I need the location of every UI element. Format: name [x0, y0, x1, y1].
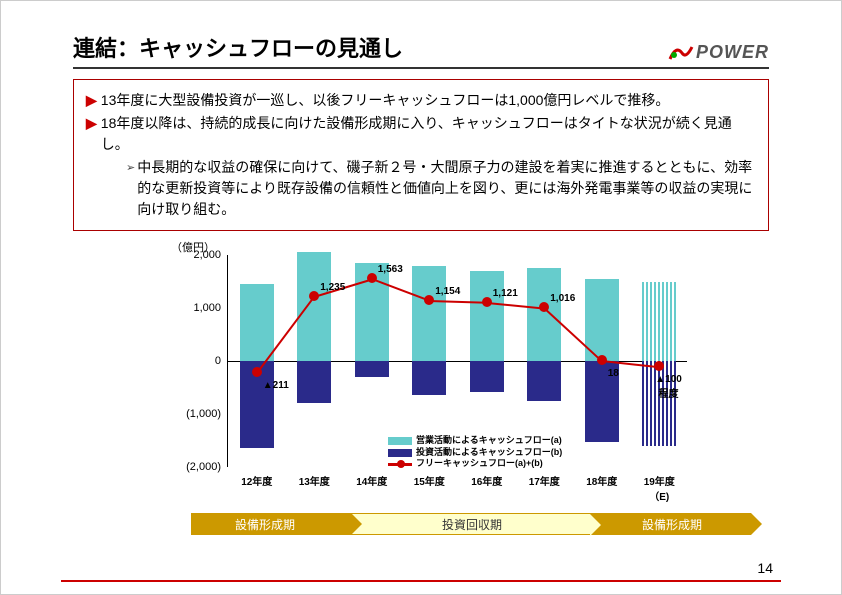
data-label: 1,235	[320, 282, 345, 293]
bar-investing	[297, 361, 331, 403]
phase-1: 設備形成期	[191, 513, 351, 535]
line-marker	[252, 367, 262, 377]
x-tick-label: 15年度	[404, 473, 454, 488]
y-tick-label: 0	[176, 355, 221, 367]
x-tick-label: 12年度	[232, 473, 282, 488]
page-title: 連結：キャッシュフローの見通し	[73, 31, 403, 63]
bullet-arrow-icon: ▶	[86, 90, 97, 111]
bar-investing	[412, 361, 446, 395]
bar-operating	[642, 282, 676, 362]
data-label: 1,154	[435, 286, 460, 297]
bar-investing	[527, 361, 561, 401]
x-tick-label: 16年度	[462, 473, 512, 488]
bullet-2-text: 18年度以降は、持続的成長に向けた設備形成期に入り、キャッシュフローはタイトな状…	[101, 113, 756, 155]
bar-operating	[240, 284, 274, 361]
x-tick-label: 13年度	[289, 473, 339, 488]
data-label: 18	[608, 368, 619, 379]
line-marker	[309, 291, 319, 301]
sub-bullet: ➢ 中長期的な収益の確保に向けて、磯子新２号・大間原子力の建設を着実に推進すると…	[126, 157, 756, 220]
bar-investing	[470, 361, 504, 392]
phase-timeline: 設備形成期 投資回収期 設備形成期	[191, 513, 751, 535]
data-label: 1,121	[493, 288, 518, 299]
summary-box: ▶ 13年度に大型設備投資が一巡し、以後フリーキャッシュフローは1,000億円レ…	[73, 79, 769, 231]
bullet-1-text: 13年度に大型設備投資が一巡し、以後フリーキャッシュフローは1,000億円レベル…	[101, 90, 670, 111]
sub-bullet-text: 中長期的な収益の確保に向けて、磯子新２号・大間原子力の建設を着実に推進するととも…	[137, 157, 756, 220]
x-tick-label: 17年度	[519, 473, 569, 488]
x-tick-label: 14年度	[347, 473, 397, 488]
y-tick-label: (1,000)	[176, 408, 221, 420]
bar-operating	[527, 268, 561, 361]
line-marker	[597, 355, 607, 365]
logo-text: POWER	[696, 42, 769, 63]
data-label: ▲211	[263, 380, 289, 391]
bullet-2: ▶ 18年度以降は、持続的成長に向けた設備形成期に入り、キャッシュフローはタイト…	[86, 113, 756, 155]
logo-icon	[668, 41, 694, 63]
phase-2: 投資回収期	[351, 513, 591, 535]
x-tick-label: 18年度	[577, 473, 627, 488]
line-marker	[424, 295, 434, 305]
data-label: 1,563	[378, 264, 403, 275]
bullet-arrow-icon: ▶	[86, 113, 97, 134]
chevron-icon: ➢	[126, 160, 135, 177]
line-marker	[539, 302, 549, 312]
data-label: 1,016	[550, 293, 575, 304]
bullet-1: ▶ 13年度に大型設備投資が一巡し、以後フリーキャッシュフローは1,000億円レ…	[86, 90, 756, 111]
line-marker	[367, 273, 377, 283]
y-tick-label: 1,000	[176, 302, 221, 314]
y-tick-label: 2,000	[176, 249, 221, 261]
page-number: 14	[757, 560, 773, 576]
line-marker	[654, 361, 664, 371]
footer-line	[61, 580, 781, 582]
header: 連結：キャッシュフローの見通し POWER	[73, 31, 769, 69]
x-tick-label: 19年度（E)	[634, 473, 684, 503]
bar-operating	[470, 271, 504, 361]
slide: 連結：キャッシュフローの見通し POWER ▶ 13年度に大型設備投資が一巡し、…	[0, 0, 842, 595]
y-tick-label: (2,000)	[176, 461, 221, 473]
data-label: ▲100程度	[655, 374, 682, 400]
line-marker	[482, 297, 492, 307]
bar-operating	[297, 252, 331, 361]
bar-investing	[355, 361, 389, 377]
chart-plot: (2,000)(1,000)01,0002,00012年度13年度14年度15年…	[227, 255, 687, 467]
bar-operating	[412, 266, 446, 361]
phase-3: 設備形成期	[591, 513, 751, 535]
logo: POWER	[668, 41, 769, 63]
chart-legend: 営業活動によるキャッシュフロー(a)投資活動によるキャッシュフロー(b)フリーキ…	[388, 435, 562, 470]
cashflow-chart: （億円） (2,000)(1,000)01,0002,00012年度13年度14…	[131, 239, 711, 499]
